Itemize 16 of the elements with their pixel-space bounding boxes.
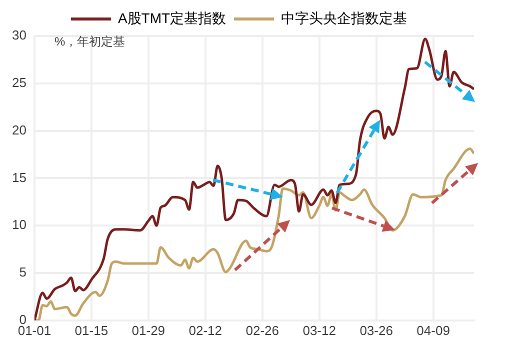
x-tick-label: 01-15 — [74, 322, 108, 338]
x-tick-label: 03-26 — [360, 322, 393, 338]
y-tick-label: 10 — [12, 217, 26, 232]
x-tick-label: 02-26 — [246, 322, 279, 338]
annotation: %，年初定基 — [54, 34, 126, 48]
y-tick-label: 25 — [12, 74, 26, 90]
x-tick-label: 04-09 — [416, 322, 450, 338]
x-tick-label: 02-12 — [188, 322, 222, 338]
y-tick-label: 20 — [12, 122, 26, 138]
y-tick-label: 30 — [12, 28, 26, 43]
x-tick-label: 03-12 — [302, 322, 336, 338]
legend-label: A股TMT定基指数 — [118, 10, 226, 26]
x-tick-label: 01-29 — [132, 322, 166, 338]
legend-label: 中字头央企指数定基 — [281, 10, 408, 26]
y-tick-label: 15 — [12, 170, 26, 185]
y-tick-label: 5 — [19, 264, 26, 280]
